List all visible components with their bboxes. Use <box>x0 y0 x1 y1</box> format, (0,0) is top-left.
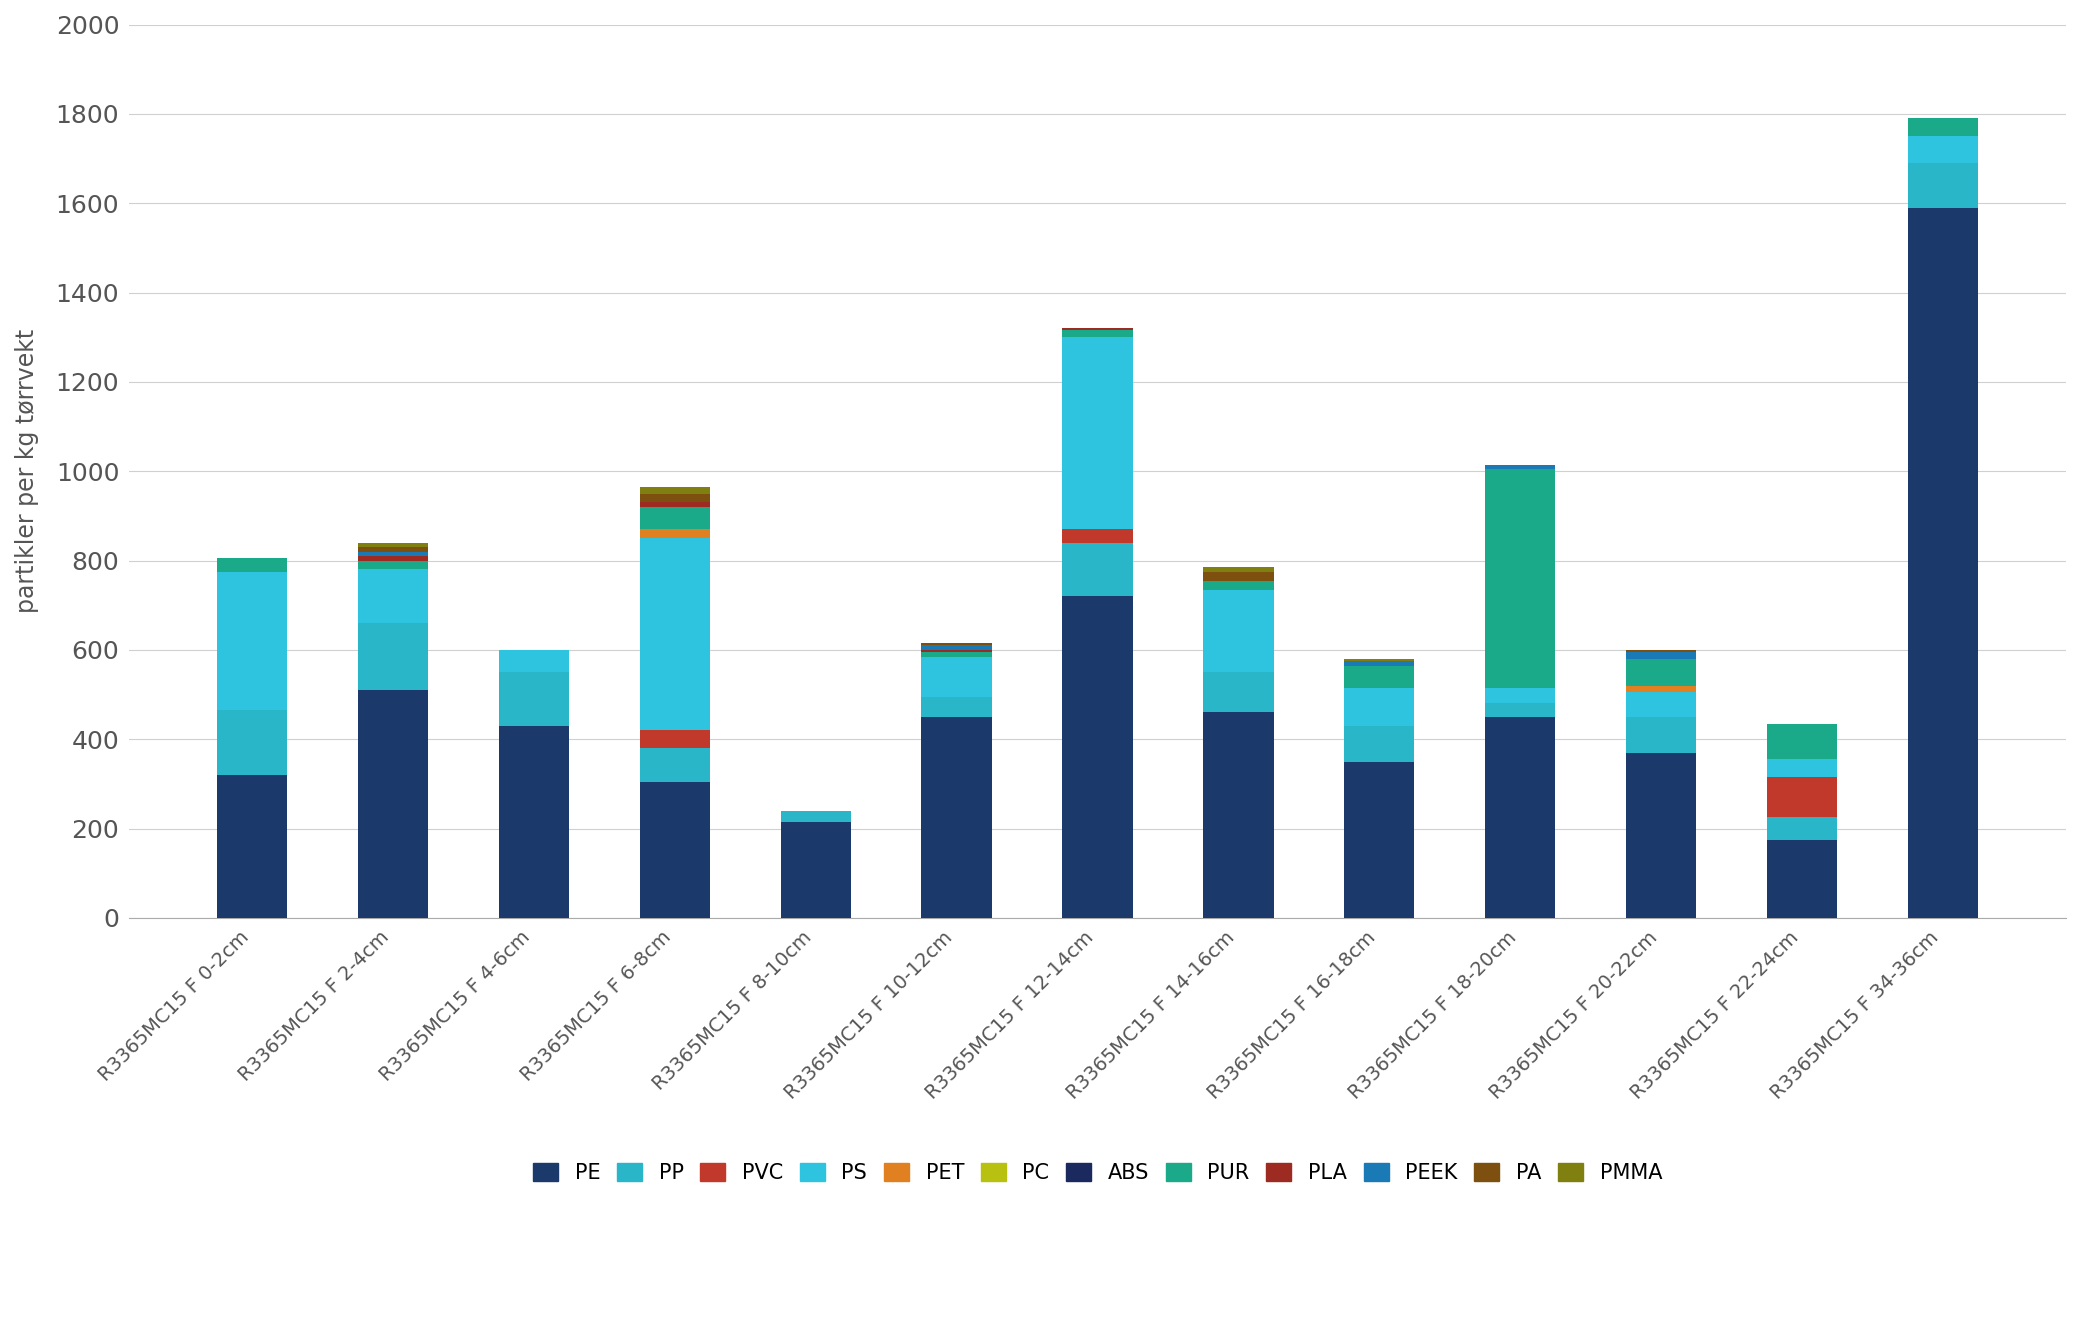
Bar <box>639 493 710 503</box>
Bar <box>1344 688 1415 726</box>
Bar <box>780 822 851 918</box>
Bar <box>1344 726 1415 762</box>
Bar <box>1625 693 1696 717</box>
Bar <box>358 543 429 547</box>
Bar <box>1203 713 1274 918</box>
Bar <box>216 775 287 918</box>
Bar <box>922 644 993 645</box>
Bar <box>922 650 993 652</box>
Bar <box>1767 759 1838 777</box>
Bar <box>1767 724 1838 759</box>
Bar <box>1486 704 1555 717</box>
Bar <box>1625 717 1696 753</box>
Bar <box>1203 589 1274 672</box>
Bar <box>358 552 429 556</box>
Bar <box>358 569 429 622</box>
Bar <box>1486 717 1555 918</box>
Bar <box>1344 658 1415 661</box>
Legend: PE, PP, PVC, PS, PET, PC, ABS, PUR, PLA, PEEK, PA, PMMA: PE, PP, PVC, PS, PET, PC, ABS, PUR, PLA,… <box>522 1152 1673 1193</box>
Bar <box>499 650 570 672</box>
Bar <box>1908 207 1977 918</box>
Bar <box>1061 338 1132 529</box>
Bar <box>1344 665 1415 688</box>
Bar <box>780 811 851 822</box>
Bar <box>639 529 710 539</box>
Bar <box>358 622 429 690</box>
Bar <box>499 726 570 918</box>
Bar <box>358 556 429 560</box>
Bar <box>1908 118 1977 136</box>
Bar <box>1203 567 1274 572</box>
Bar <box>1625 658 1696 686</box>
Bar <box>922 657 993 697</box>
Bar <box>922 652 993 657</box>
Bar <box>1344 661 1415 665</box>
Bar <box>1908 136 1977 164</box>
Bar <box>1486 464 1555 469</box>
Bar <box>1625 650 1696 652</box>
Bar <box>1486 688 1555 704</box>
Y-axis label: partikler per kg tørrvekt: partikler per kg tørrvekt <box>15 329 40 613</box>
Bar <box>1203 572 1274 581</box>
Bar <box>1908 164 1977 207</box>
Bar <box>1767 777 1838 818</box>
Bar <box>1061 529 1132 543</box>
Bar <box>1625 686 1696 693</box>
Bar <box>1203 672 1274 713</box>
Bar <box>639 749 710 782</box>
Bar <box>1061 596 1132 918</box>
Bar <box>216 559 287 572</box>
Bar <box>358 560 429 569</box>
Bar <box>1344 762 1415 918</box>
Bar <box>358 690 429 918</box>
Bar <box>922 717 993 918</box>
Bar <box>216 572 287 710</box>
Bar <box>1061 543 1132 596</box>
Bar <box>639 539 710 730</box>
Bar <box>1625 753 1696 918</box>
Bar <box>922 697 993 717</box>
Bar <box>639 487 710 493</box>
Bar <box>1061 330 1132 338</box>
Bar <box>1061 329 1132 330</box>
Bar <box>639 782 710 918</box>
Bar <box>922 645 993 650</box>
Bar <box>1767 818 1838 839</box>
Bar <box>1767 839 1838 918</box>
Bar <box>639 507 710 529</box>
Bar <box>1625 652 1696 658</box>
Bar <box>499 672 570 726</box>
Bar <box>216 710 287 775</box>
Bar <box>1203 581 1274 589</box>
Bar <box>358 547 429 552</box>
Bar <box>1486 469 1555 688</box>
Bar <box>639 730 710 749</box>
Bar <box>639 503 710 507</box>
